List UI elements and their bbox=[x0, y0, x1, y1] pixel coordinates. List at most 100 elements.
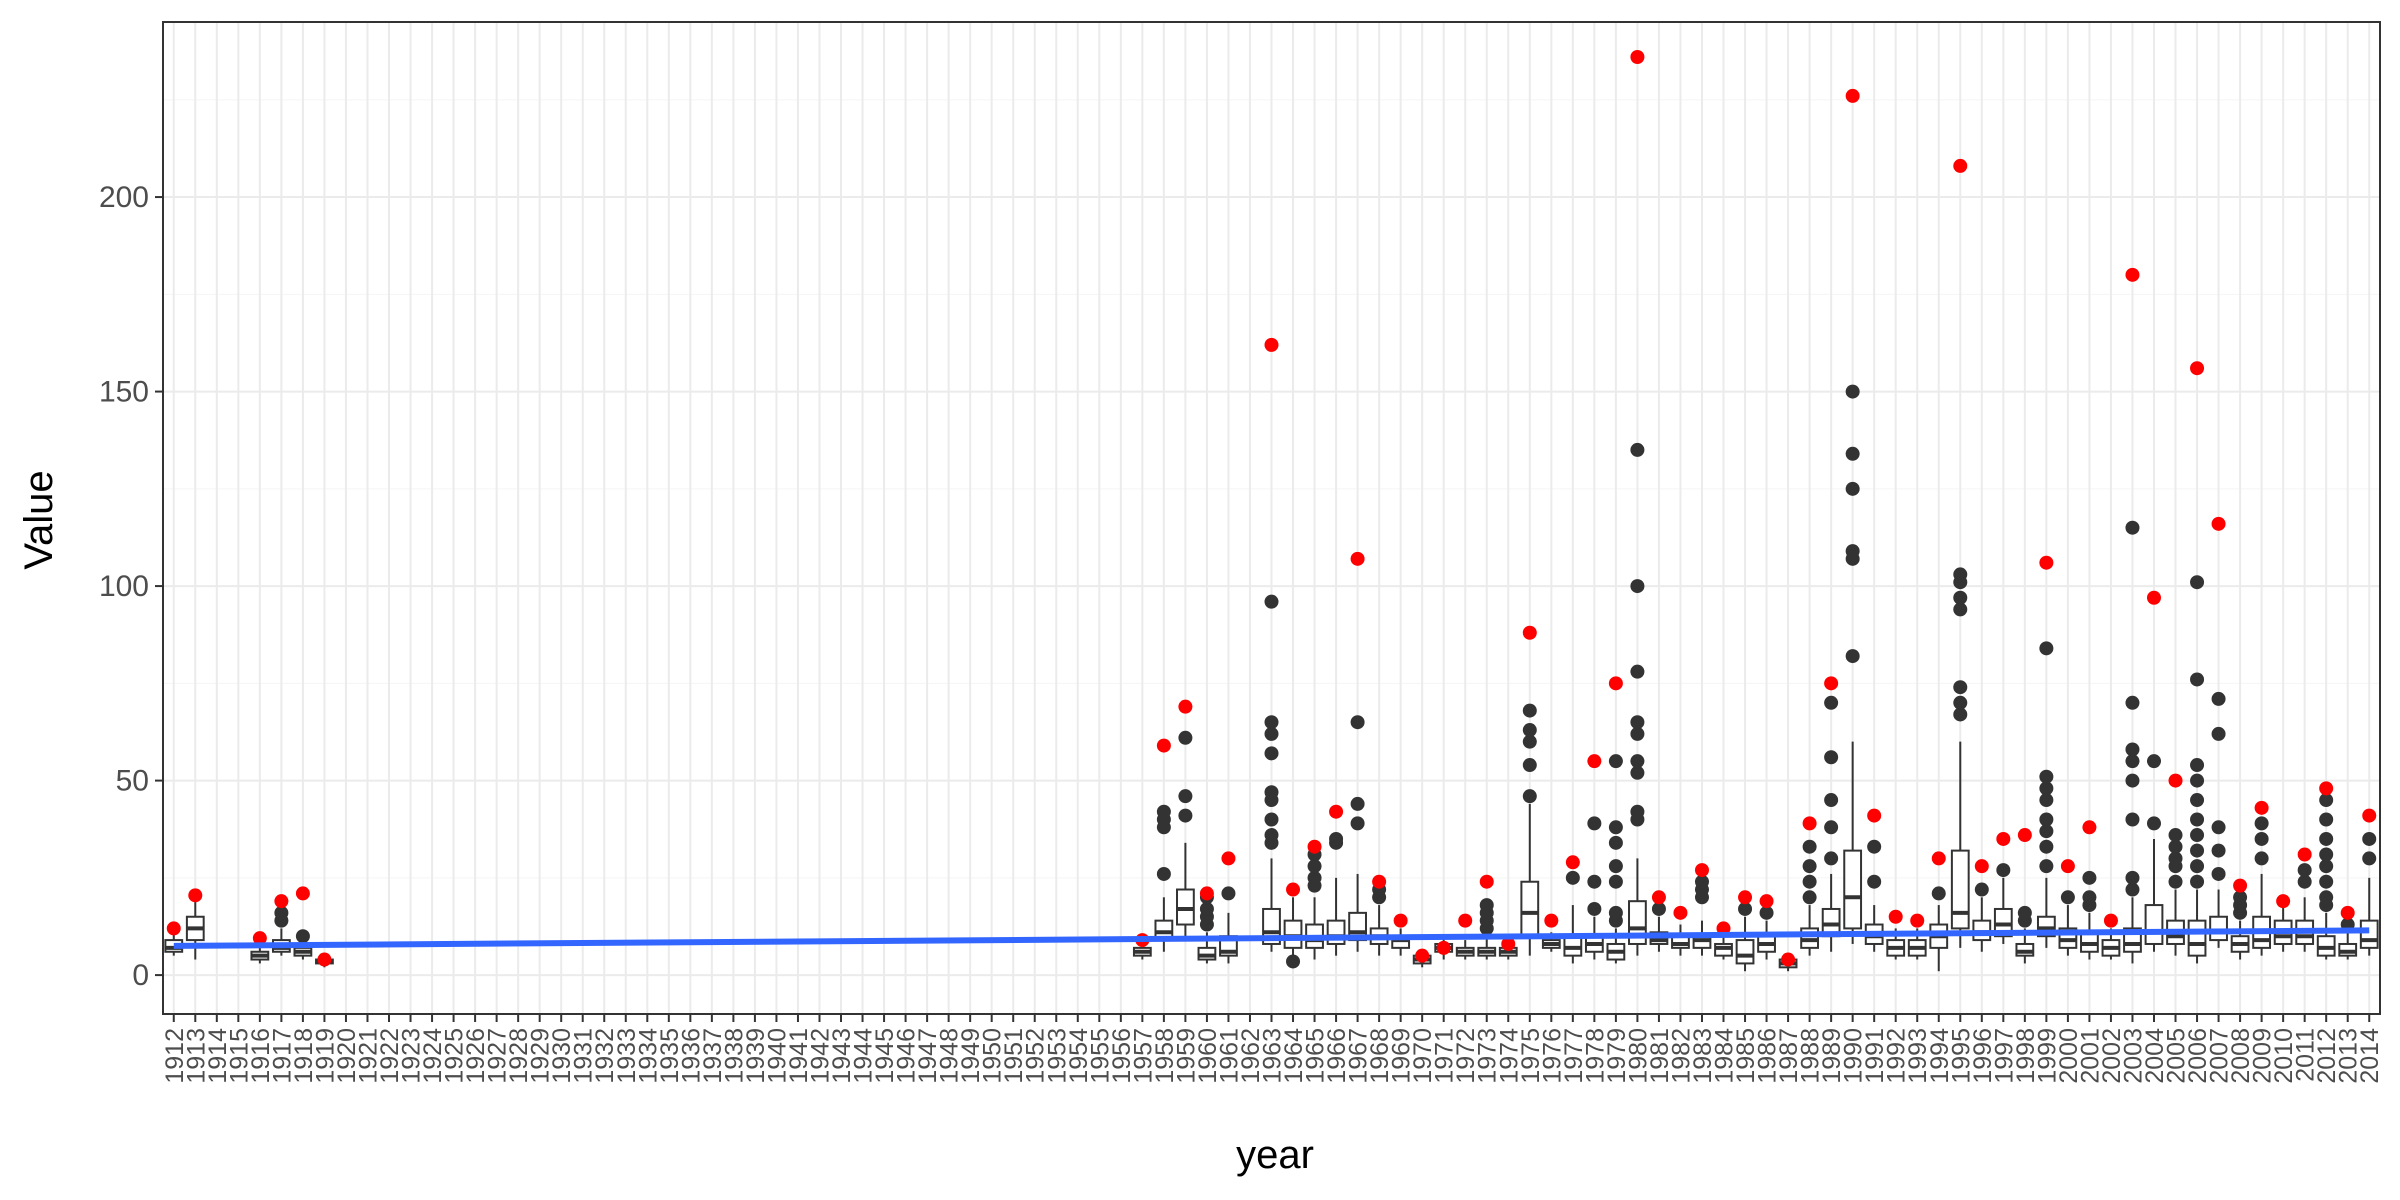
outlier-point bbox=[1156, 804, 1171, 819]
x-tick-label: 1967 bbox=[1345, 1028, 1373, 1084]
x-tick-label: 2009 bbox=[2249, 1028, 2277, 1084]
x-tick-label: 2011 bbox=[2292, 1028, 2320, 1082]
x-tick-label: 1973 bbox=[1474, 1028, 1502, 1084]
x-tick-label: 1988 bbox=[1797, 1028, 1825, 1084]
box-1978 bbox=[1584, 754, 1604, 960]
outlier-point bbox=[1587, 901, 1602, 916]
outlier-point bbox=[1608, 859, 1623, 874]
outlier-point bbox=[2039, 781, 2054, 796]
x-tick-label: 2012 bbox=[2313, 1028, 2341, 1084]
x-tick-label: 1972 bbox=[1452, 1028, 1480, 1084]
max-point bbox=[2340, 905, 2355, 920]
x-tick-label: 2008 bbox=[2227, 1028, 2255, 1084]
x-tick-label: 1996 bbox=[1969, 1028, 1997, 1084]
box-1997 bbox=[1993, 831, 2013, 944]
outlier-point bbox=[1329, 831, 1344, 846]
outlier-point bbox=[1522, 758, 1537, 773]
max-point bbox=[1931, 851, 1946, 866]
max-point bbox=[1565, 855, 1580, 870]
max-point bbox=[1329, 804, 1344, 819]
outlier-point bbox=[1479, 898, 1494, 913]
outlier-point bbox=[2190, 874, 2205, 889]
outlier-point bbox=[1996, 863, 2011, 878]
x-tick-label: 1986 bbox=[1754, 1028, 1782, 1084]
box-1977 bbox=[1563, 855, 1583, 964]
box-iqr bbox=[2144, 904, 2164, 945]
outlier-point bbox=[1953, 602, 1968, 617]
box-1971 bbox=[1434, 936, 1454, 960]
x-tick-label: 1958 bbox=[1151, 1028, 1179, 1084]
max-point bbox=[1608, 676, 1623, 691]
outlier-point bbox=[2190, 575, 2205, 590]
outlier-point bbox=[1307, 859, 1322, 874]
x-axis-title: year bbox=[1236, 1133, 1314, 1177]
box-1991 bbox=[1864, 808, 1884, 952]
outlier-point bbox=[1264, 828, 1279, 843]
outlier-point bbox=[1264, 726, 1279, 741]
x-tick-label: 1983 bbox=[1689, 1028, 1717, 1084]
box-1972 bbox=[1455, 913, 1475, 960]
outlier-point bbox=[1286, 954, 1301, 969]
x-tick-label: 1933 bbox=[613, 1028, 641, 1084]
outlier-point bbox=[1802, 859, 1817, 874]
outlier-point bbox=[1630, 765, 1645, 780]
outlier-point bbox=[1630, 442, 1645, 457]
x-tick-label: 1930 bbox=[548, 1028, 576, 1084]
max-point bbox=[2319, 781, 2334, 796]
box-1975 bbox=[1520, 625, 1540, 956]
x-tick-label: 1991 bbox=[1861, 1028, 1889, 1084]
outlier-point bbox=[2190, 758, 2205, 773]
x-tick-label: 1915 bbox=[225, 1028, 253, 1084]
box-1987 bbox=[1778, 952, 1798, 972]
x-tick-label: 1970 bbox=[1409, 1028, 1437, 1084]
outlier-point bbox=[1587, 874, 1602, 889]
x-tick-label: 1917 bbox=[268, 1028, 296, 1084]
outlier-point bbox=[1824, 793, 1839, 808]
box-iqr bbox=[2359, 919, 2379, 949]
outlier-point bbox=[1953, 680, 1968, 695]
x-tick-label: 2007 bbox=[2206, 1028, 2234, 1084]
x-tick-label: 2001 bbox=[2076, 1028, 2104, 1084]
x-tick-label: 1953 bbox=[1043, 1028, 1071, 1084]
outlier-point bbox=[1845, 649, 1860, 664]
outlier-point bbox=[2211, 726, 2226, 741]
max-point bbox=[1996, 831, 2011, 846]
outlier-point bbox=[1759, 905, 1774, 920]
x-tick-label: 1928 bbox=[505, 1028, 533, 1084]
outlier-point bbox=[2125, 773, 2140, 788]
max-point bbox=[274, 894, 289, 909]
outlier-point bbox=[2190, 793, 2205, 808]
trend-line bbox=[173, 927, 2370, 949]
outlier-point bbox=[2039, 824, 2054, 839]
max-point bbox=[1221, 851, 1236, 866]
x-tick-label: 1961 bbox=[1215, 1028, 1243, 1084]
outlier-point bbox=[1264, 746, 1279, 761]
outlier-point bbox=[2168, 851, 2183, 866]
x-tick-label: 1952 bbox=[1022, 1028, 1050, 1084]
max-point bbox=[2254, 800, 2269, 815]
max-point bbox=[1694, 863, 1709, 878]
box-iqr bbox=[1735, 939, 1755, 965]
x-tick-label: 1940 bbox=[763, 1028, 791, 1084]
outlier-point bbox=[1178, 808, 1193, 823]
max-point bbox=[166, 921, 181, 936]
outlier-point bbox=[2125, 870, 2140, 885]
x-tick-label: 1959 bbox=[1172, 1028, 1200, 1084]
x-tick-label: 1926 bbox=[462, 1028, 490, 1084]
x-tick-label: 1981 bbox=[1646, 1028, 1674, 1084]
outlier-point bbox=[1953, 567, 1968, 582]
x-tick-label: 1976 bbox=[1538, 1028, 1566, 1084]
outlier-point bbox=[2319, 890, 2334, 905]
outlier-point bbox=[2125, 742, 2140, 757]
max-point bbox=[1156, 738, 1171, 753]
max-point bbox=[1286, 882, 1301, 897]
max-point bbox=[1651, 890, 1666, 905]
outlier-point bbox=[2362, 851, 2377, 866]
x-tick-label: 1980 bbox=[1624, 1028, 1652, 1084]
outlier-point bbox=[2039, 769, 2054, 784]
x-tick-label: 1969 bbox=[1388, 1028, 1416, 1084]
max-point bbox=[1307, 839, 1322, 854]
outlier-point bbox=[1845, 446, 1860, 461]
x-tick-label: 1934 bbox=[634, 1028, 662, 1084]
x-tick-label: 1945 bbox=[871, 1028, 899, 1084]
